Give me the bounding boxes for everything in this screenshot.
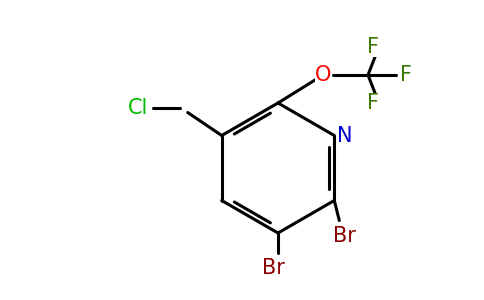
Text: O: O: [315, 65, 331, 85]
Text: F: F: [367, 37, 379, 57]
Text: Br: Br: [333, 226, 356, 245]
Text: F: F: [367, 93, 379, 113]
Text: N: N: [336, 125, 352, 146]
Text: Cl: Cl: [127, 98, 148, 118]
Text: F: F: [400, 65, 412, 85]
Text: Br: Br: [261, 258, 285, 278]
